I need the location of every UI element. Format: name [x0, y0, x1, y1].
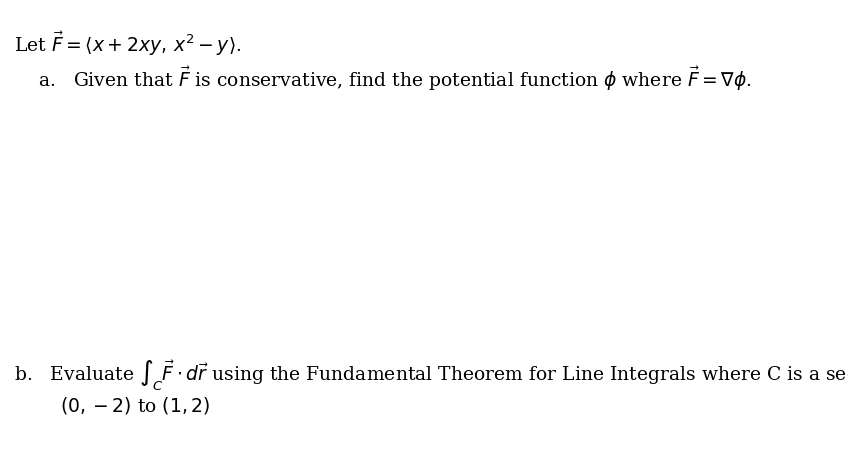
Text: b.   Evaluate $\int_C \vec{F} \cdot d\vec{r}$ using the Fundamental Theorem for : b. Evaluate $\int_C \vec{F} \cdot d\vec{… — [14, 358, 848, 393]
Text: $(0, -2)$ to $(1, 2)$: $(0, -2)$ to $(1, 2)$ — [60, 395, 210, 416]
Text: Let $\vec{F} = \langle x + 2xy,\, x^2 - y \rangle$.: Let $\vec{F} = \langle x + 2xy,\, x^2 - … — [14, 30, 242, 58]
Text: a.   Given that $\vec{F}$ is conservative, find the potential function $\phi$ wh: a. Given that $\vec{F}$ is conservative,… — [38, 65, 752, 93]
